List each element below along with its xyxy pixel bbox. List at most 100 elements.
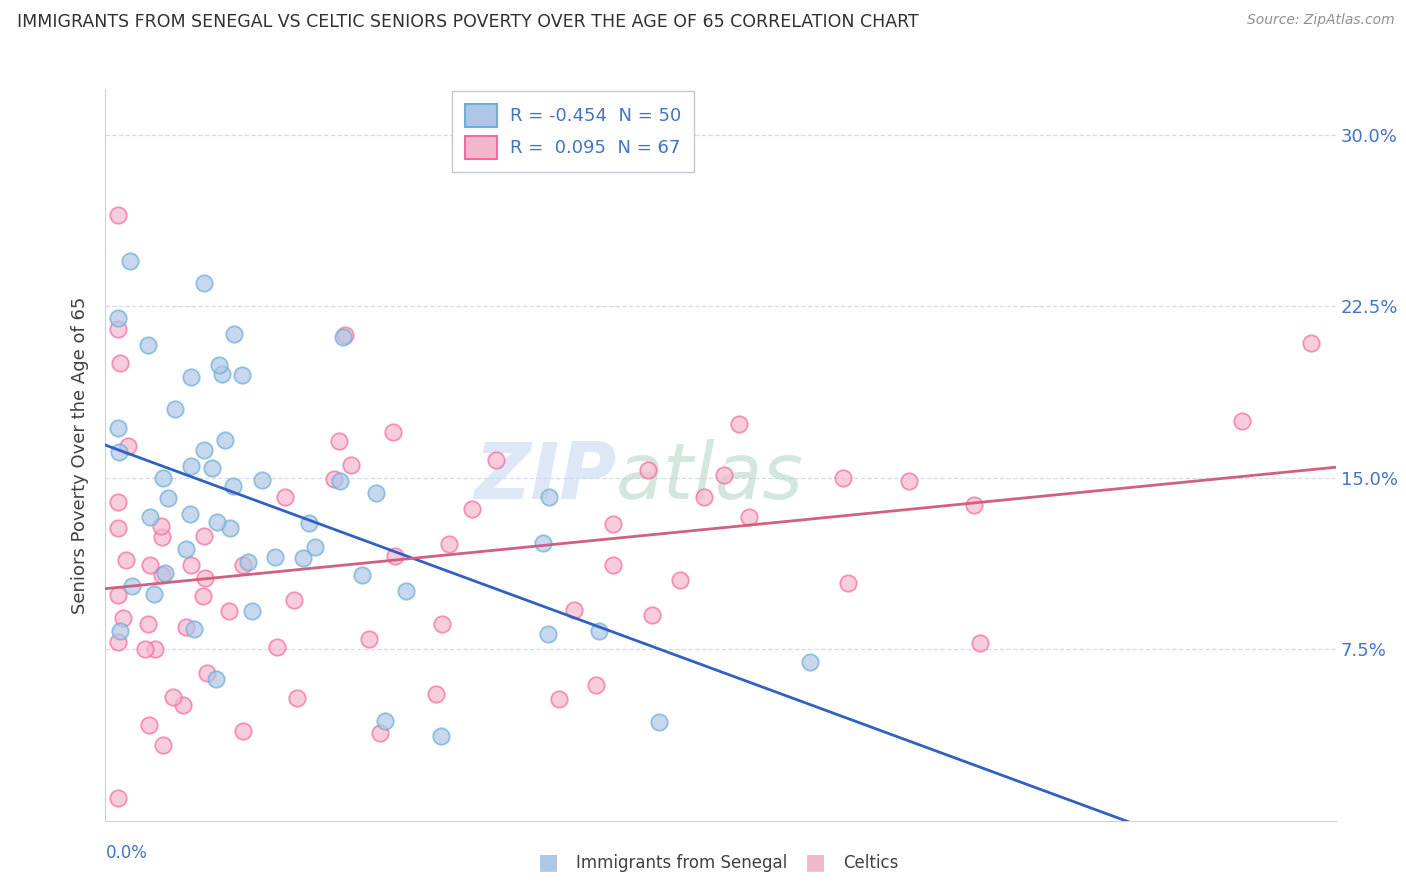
Point	[637, 463, 659, 477]
Point	[1230, 414, 1253, 428]
Point	[969, 635, 991, 649]
Point	[357, 632, 380, 646]
Point	[425, 687, 447, 701]
Point	[107, 521, 129, 535]
Point	[183, 622, 205, 636]
Point	[150, 530, 173, 544]
Point	[222, 479, 245, 493]
Point	[138, 718, 160, 732]
Point	[107, 311, 129, 326]
Point	[149, 519, 172, 533]
Point	[328, 434, 350, 449]
Point	[152, 471, 174, 485]
Point	[191, 589, 214, 603]
Point	[134, 641, 156, 656]
Point	[107, 208, 129, 222]
Point	[111, 611, 134, 625]
Text: Celtics: Celtics	[844, 855, 898, 872]
Point	[162, 690, 184, 704]
Point	[837, 576, 859, 591]
Point	[193, 277, 215, 291]
Point	[648, 714, 671, 729]
Point	[139, 510, 162, 524]
Point	[537, 627, 560, 641]
Point	[285, 690, 308, 705]
Point	[205, 515, 228, 529]
Point	[602, 516, 624, 531]
Point	[107, 322, 129, 336]
Point	[252, 473, 274, 487]
Point	[298, 516, 321, 530]
Point	[562, 602, 585, 616]
Point	[108, 445, 131, 459]
Point	[142, 587, 165, 601]
Point	[214, 433, 236, 447]
Point	[588, 624, 610, 639]
Point	[194, 571, 217, 585]
Point	[263, 550, 285, 565]
Point	[195, 665, 218, 680]
Point	[107, 588, 129, 602]
Point	[335, 328, 357, 343]
Point	[107, 495, 129, 509]
Point	[193, 528, 215, 542]
Text: ■: ■	[538, 853, 558, 872]
Point	[430, 616, 453, 631]
Point	[692, 490, 714, 504]
Point	[430, 730, 453, 744]
Point	[211, 367, 233, 381]
Point	[304, 540, 326, 554]
Y-axis label: Seniors Poverty Over the Age of 65: Seniors Poverty Over the Age of 65	[72, 296, 90, 614]
Point	[548, 692, 571, 706]
Point	[153, 566, 176, 580]
Point	[231, 368, 253, 382]
Point	[163, 402, 186, 417]
Text: Immigrants from Senegal: Immigrants from Senegal	[576, 855, 787, 872]
Point	[236, 555, 259, 569]
Point	[537, 491, 560, 505]
Point	[219, 521, 242, 535]
Text: ■: ■	[806, 853, 825, 872]
Point	[1301, 335, 1323, 350]
Point	[332, 330, 354, 344]
Point	[384, 549, 406, 563]
Point	[485, 453, 508, 467]
Point	[602, 558, 624, 572]
Text: Source: ZipAtlas.com: Source: ZipAtlas.com	[1247, 13, 1395, 28]
Point	[152, 568, 174, 582]
Point	[832, 471, 855, 485]
Point	[180, 458, 202, 473]
Point	[437, 537, 460, 551]
Point	[107, 421, 129, 435]
Point	[108, 356, 131, 371]
Point	[179, 558, 201, 572]
Point	[107, 790, 129, 805]
Point	[172, 698, 194, 712]
Point	[193, 442, 215, 457]
Point	[208, 358, 231, 372]
Point	[461, 502, 484, 516]
Point	[205, 672, 228, 686]
Point	[897, 474, 920, 488]
Point	[114, 553, 136, 567]
Point	[368, 725, 391, 739]
Point	[139, 558, 162, 572]
Text: 0.0%: 0.0%	[105, 844, 148, 862]
Point	[174, 541, 197, 556]
Point	[218, 604, 240, 618]
Point	[136, 338, 159, 352]
Point	[273, 491, 295, 505]
Point	[143, 641, 166, 656]
Point	[323, 472, 346, 486]
Point	[117, 439, 139, 453]
Point	[157, 491, 180, 505]
Point	[174, 620, 197, 634]
Point	[201, 460, 224, 475]
Point	[108, 624, 131, 638]
Point	[738, 510, 761, 524]
Point	[364, 486, 387, 500]
Point	[179, 507, 201, 521]
Point	[120, 253, 141, 268]
Point	[382, 425, 405, 440]
Point	[340, 458, 363, 472]
